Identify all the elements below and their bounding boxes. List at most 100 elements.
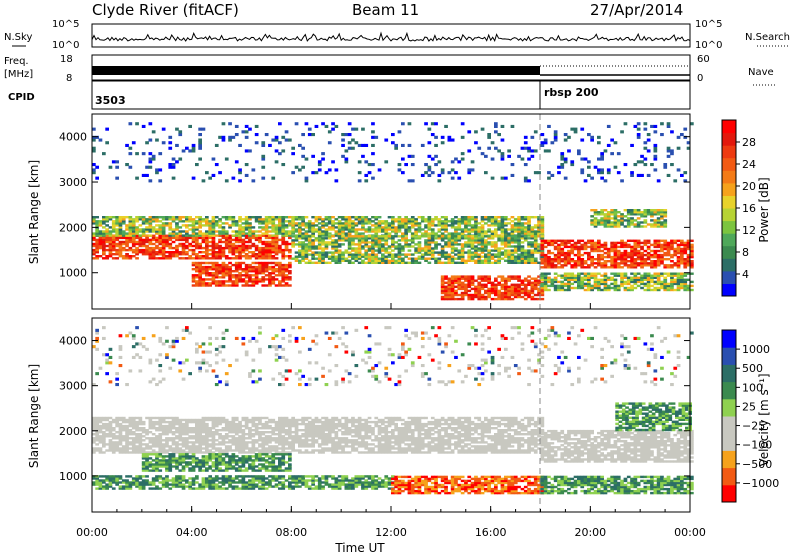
heatmap-cell xyxy=(254,141,259,145)
heatmap-cell xyxy=(520,279,525,282)
heatmap-cell xyxy=(630,272,634,275)
heatmap-cell xyxy=(141,152,146,156)
heatmap-cell xyxy=(497,251,501,254)
heatmap-cell xyxy=(214,424,219,428)
heatmap-cell xyxy=(155,240,159,244)
heatmap-cell xyxy=(118,424,123,428)
heatmap-cell xyxy=(271,282,276,285)
heatmap-cell xyxy=(427,220,432,223)
heatmap-cell xyxy=(470,253,475,256)
heatmap-cell xyxy=(613,249,618,253)
heatmap-cell xyxy=(135,449,139,452)
heatmap-cell xyxy=(337,224,342,227)
heatmap-cell xyxy=(131,437,136,440)
heatmap-cell xyxy=(597,249,601,253)
heatmap-cell xyxy=(178,451,183,454)
heatmap-cell xyxy=(271,276,276,279)
heatmap-cell xyxy=(121,449,126,452)
heatmap-cell xyxy=(288,234,292,237)
heatmap-cell xyxy=(138,427,143,430)
heatmap-cell xyxy=(427,257,432,260)
heatmap-cell xyxy=(686,284,691,288)
heatmap-cell xyxy=(454,291,458,295)
heatmap-cell xyxy=(357,143,362,147)
heatmap-cell xyxy=(464,230,468,233)
heatmap-cell xyxy=(623,258,628,261)
heatmap-cell xyxy=(195,261,199,265)
heatmap-cell xyxy=(141,429,146,432)
heatmap-cell xyxy=(95,165,99,169)
heatmap-cell xyxy=(450,251,455,254)
heatmap-cell xyxy=(543,278,548,281)
heatmap-cell xyxy=(523,253,528,256)
heatmap-cell xyxy=(261,220,266,223)
heatmap-cell xyxy=(523,218,528,221)
heatmap-cell xyxy=(593,278,598,281)
heatmap-cell xyxy=(148,222,153,225)
heatmap-cell xyxy=(504,228,508,231)
heatmap-cell xyxy=(450,287,455,291)
heatmap-cell xyxy=(195,253,199,256)
heatmap-cell xyxy=(195,418,199,422)
heatmap-cell xyxy=(377,249,382,252)
heatmap-cell xyxy=(676,146,681,150)
heatmap-cell xyxy=(115,257,119,260)
heatmap-cell xyxy=(317,253,322,256)
heatmap-cell xyxy=(497,259,501,262)
heatmap-cell xyxy=(321,220,325,223)
heatmap-cell xyxy=(205,270,209,273)
heatmap-cell xyxy=(238,253,242,256)
heatmap-cell xyxy=(158,220,163,223)
heatmap-cell xyxy=(460,275,465,278)
heatmap-cell xyxy=(583,179,588,183)
heatmap-cell xyxy=(633,280,638,284)
heatmap-cell xyxy=(626,213,631,216)
heatmap-cell xyxy=(108,234,113,237)
heatmap-cell xyxy=(427,235,432,238)
heatmap-cell xyxy=(547,176,551,180)
heatmap-cell xyxy=(224,274,229,277)
heatmap-cell xyxy=(131,449,136,452)
heatmap-cell xyxy=(231,435,236,438)
heatmap-cell xyxy=(533,297,538,301)
heatmap-cell xyxy=(361,261,365,264)
heatmap-cell xyxy=(188,437,192,440)
heatmap-cell xyxy=(670,266,674,269)
heatmap-cell xyxy=(633,262,638,265)
heatmap-cell xyxy=(241,246,246,250)
heatmap-cell xyxy=(185,257,189,260)
heatmap-cell xyxy=(663,272,668,275)
heatmap-cell xyxy=(195,435,199,438)
heatmap-cell xyxy=(128,152,133,156)
heatmap-cell xyxy=(161,251,166,254)
heatmap-cell xyxy=(460,253,465,256)
heatmap-cell xyxy=(165,441,169,444)
heatmap-cell xyxy=(155,443,159,446)
heatmap-cell xyxy=(494,249,498,252)
heatmap-cell xyxy=(221,240,226,244)
heatmap-cell xyxy=(238,220,242,223)
heatmap-cell xyxy=(161,451,166,454)
heatmap-cell xyxy=(410,220,415,223)
heatmap-cell xyxy=(201,218,206,221)
heatmap-cell xyxy=(580,282,585,286)
heatmap-cell xyxy=(540,289,545,293)
heatmap-cell xyxy=(165,424,169,428)
heatmap-cell xyxy=(384,224,389,227)
heatmap-cell xyxy=(354,232,359,235)
heatmap-cell xyxy=(208,265,212,269)
heatmap-cell xyxy=(613,274,618,277)
nsearch-label: N.Search xyxy=(745,32,790,43)
heatmap-cell xyxy=(404,243,408,246)
heatmap-cell xyxy=(447,224,452,227)
heatmap-cell xyxy=(630,211,634,214)
heatmap-cell xyxy=(633,209,638,212)
heatmap-cell xyxy=(158,179,163,183)
heatmap-cell xyxy=(347,146,352,150)
heatmap-cell xyxy=(623,215,628,218)
heatmap-cell xyxy=(447,279,452,282)
heatmap-cell xyxy=(185,437,189,440)
heatmap-cell xyxy=(278,251,282,254)
heatmap-cell xyxy=(666,247,671,251)
heatmap-cell xyxy=(304,249,309,252)
